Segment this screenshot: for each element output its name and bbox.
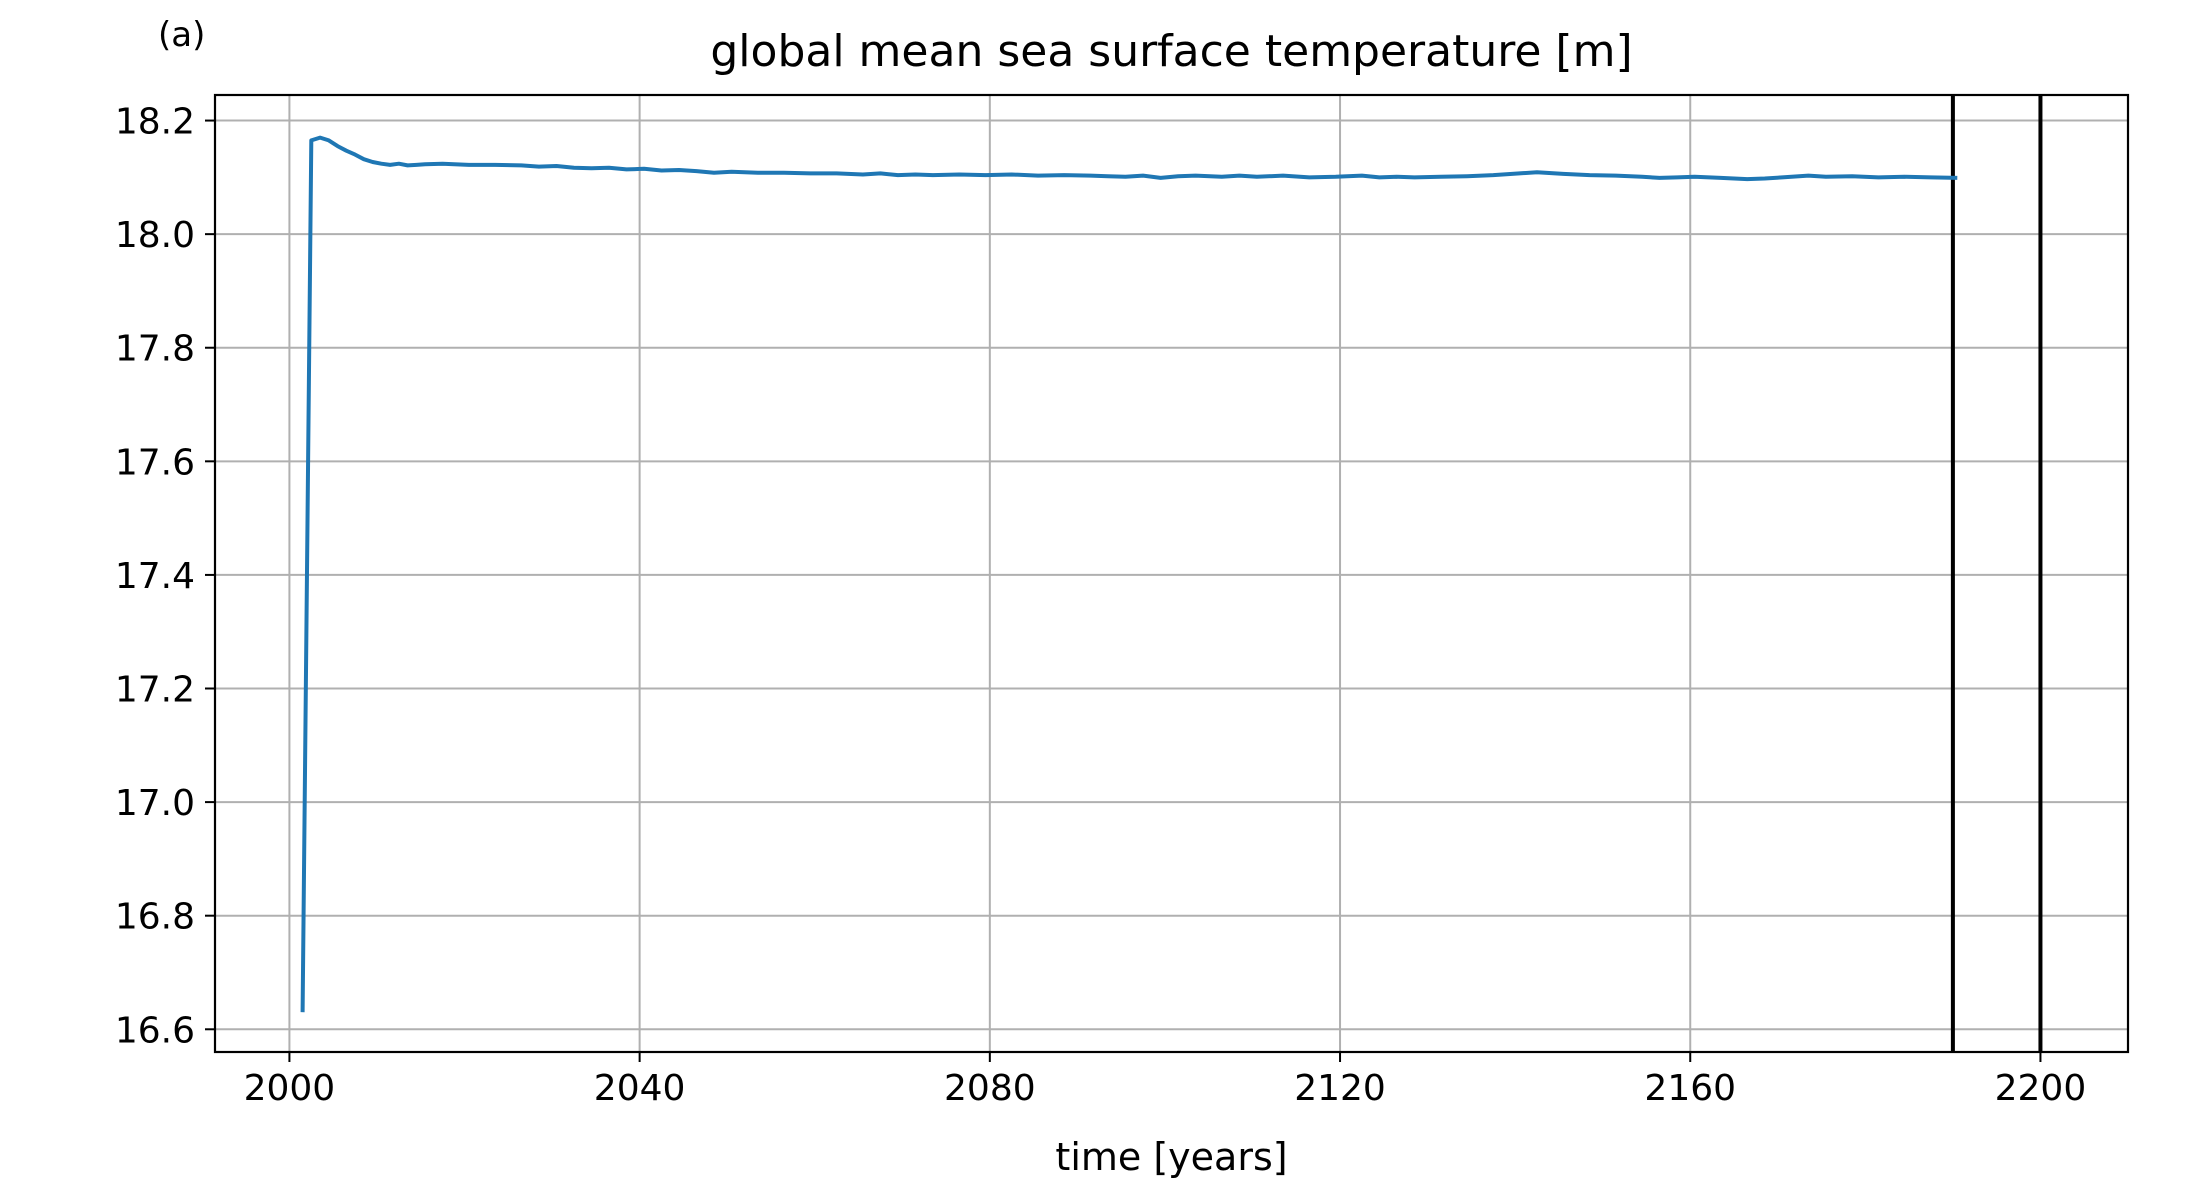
panel-label: (a) — [158, 15, 205, 55]
chart-title: global mean sea surface temperature [m] — [710, 26, 1632, 77]
y-tick-label: 18.2 — [115, 102, 195, 143]
x-tick-label: 2040 — [594, 1068, 686, 1109]
y-tick-label: 18.0 — [115, 215, 195, 256]
x-tick-label: 2160 — [1644, 1068, 1736, 1109]
series-layer — [300, 135, 1958, 1013]
x-tick-label: 2080 — [944, 1068, 1036, 1109]
y-tick-label: 17.2 — [115, 670, 195, 711]
y-axis-ticks: 16.6 16.8 17.0 17.2 17.4 17.6 17.8 18.0 18.2 — [115, 102, 215, 1051]
y-tick-label: 16.6 — [115, 1010, 195, 1051]
x-tick-label: 2120 — [1294, 1068, 1386, 1109]
y-tick-label: 17.6 — [115, 442, 195, 483]
series-line — [300, 135, 1958, 1013]
x-tick-label: 2000 — [244, 1068, 336, 1109]
y-tick-label: 17.0 — [115, 783, 195, 824]
grid-layer — [215, 95, 2128, 1052]
y-tick-label: 17.4 — [115, 556, 195, 597]
plot-frame — [213, 93, 2130, 1054]
y-tick-label: 17.8 — [115, 329, 195, 370]
x-tick-label: 2200 — [1995, 1068, 2087, 1109]
x-axis-ticks: 2000 2040 2080 2120 2160 2200 — [244, 1052, 2087, 1109]
vline-layer — [1950, 95, 2043, 1052]
y-tick-label: 16.8 — [115, 897, 195, 938]
x-axis-label: time [years] — [1055, 1135, 1287, 1179]
